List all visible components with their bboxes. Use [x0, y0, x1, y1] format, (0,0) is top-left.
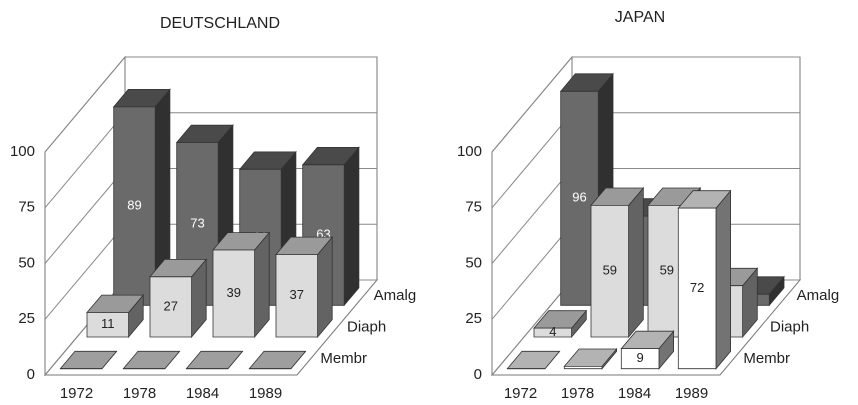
- y-tick-label: 75: [18, 199, 35, 216]
- bar: [212, 231, 271, 339]
- x-tick-label: 1978: [561, 385, 594, 402]
- chart-title: DEUTSCHLAND: [160, 15, 280, 32]
- y-tick-label: 100: [10, 143, 35, 160]
- x-tick-label: 1984: [618, 385, 651, 402]
- bar: [275, 236, 334, 339]
- bar: [590, 186, 645, 339]
- y-tick-label: 50: [465, 254, 482, 271]
- y-tick-label: 50: [18, 254, 35, 271]
- x-tick-label: 1972: [504, 385, 537, 402]
- y-tick-label: 25: [465, 310, 482, 327]
- bar: [533, 309, 588, 339]
- bar: [59, 350, 118, 370]
- y-tick-label: 75: [465, 199, 482, 216]
- bar: [506, 350, 561, 370]
- bar-side: [715, 189, 731, 370]
- value-label: 59: [660, 263, 674, 278]
- chart-title: JAPAN: [615, 9, 665, 26]
- legend-label: Diaph: [347, 318, 386, 335]
- bar-front: [590, 204, 629, 338]
- legend-label: Diaph: [770, 318, 809, 335]
- legend-label: Amalg: [374, 287, 417, 304]
- bar: [185, 350, 244, 370]
- bar-front: [86, 312, 130, 338]
- value-label: 39: [227, 285, 241, 300]
- bar-front: [149, 276, 193, 338]
- bar: [86, 294, 145, 339]
- bar-front: [275, 254, 319, 338]
- value-label: 89: [127, 198, 141, 213]
- bar: [677, 189, 732, 370]
- bar: [149, 258, 208, 339]
- bar-front: [563, 365, 603, 370]
- y-tick-label: 100: [457, 143, 482, 160]
- legend-label: Amalg: [797, 287, 840, 304]
- bar-side: [254, 231, 270, 339]
- bar: [112, 88, 171, 307]
- bar-front: [677, 207, 717, 370]
- bar-front: [560, 90, 599, 306]
- legend-label: Membr: [320, 350, 367, 367]
- value-label: 59: [603, 263, 617, 278]
- y-tick-label: 25: [18, 310, 35, 327]
- bar-side: [343, 146, 360, 307]
- y-tick-label: 0: [474, 366, 482, 383]
- value-label: 4: [549, 324, 556, 339]
- grid-line: [44, 56, 377, 153]
- x-tick-label: 1989: [249, 385, 282, 402]
- y-tick-label: 0: [27, 366, 35, 383]
- bar-side: [628, 186, 644, 339]
- bar: [620, 330, 675, 370]
- grid-line: [491, 56, 800, 153]
- value-label: 9: [637, 350, 644, 365]
- bar: [122, 350, 181, 370]
- value-label: 27: [164, 298, 178, 313]
- value-label: 11: [101, 316, 115, 331]
- legend-label: Membr: [743, 350, 790, 367]
- bar: [563, 347, 618, 370]
- x-tick-label: 1972: [60, 385, 93, 402]
- bar: [248, 350, 307, 370]
- x-tick-label: 1978: [123, 385, 156, 402]
- value-label: 73: [190, 215, 204, 230]
- value-label: 37: [290, 287, 304, 302]
- value-label: 96: [572, 190, 586, 205]
- x-tick-label: 1984: [186, 385, 219, 402]
- bar-front: [212, 249, 256, 338]
- bar-front: [620, 348, 660, 370]
- value-label: 72: [690, 280, 704, 295]
- bar-front: [533, 327, 572, 338]
- x-tick-label: 1989: [675, 385, 708, 402]
